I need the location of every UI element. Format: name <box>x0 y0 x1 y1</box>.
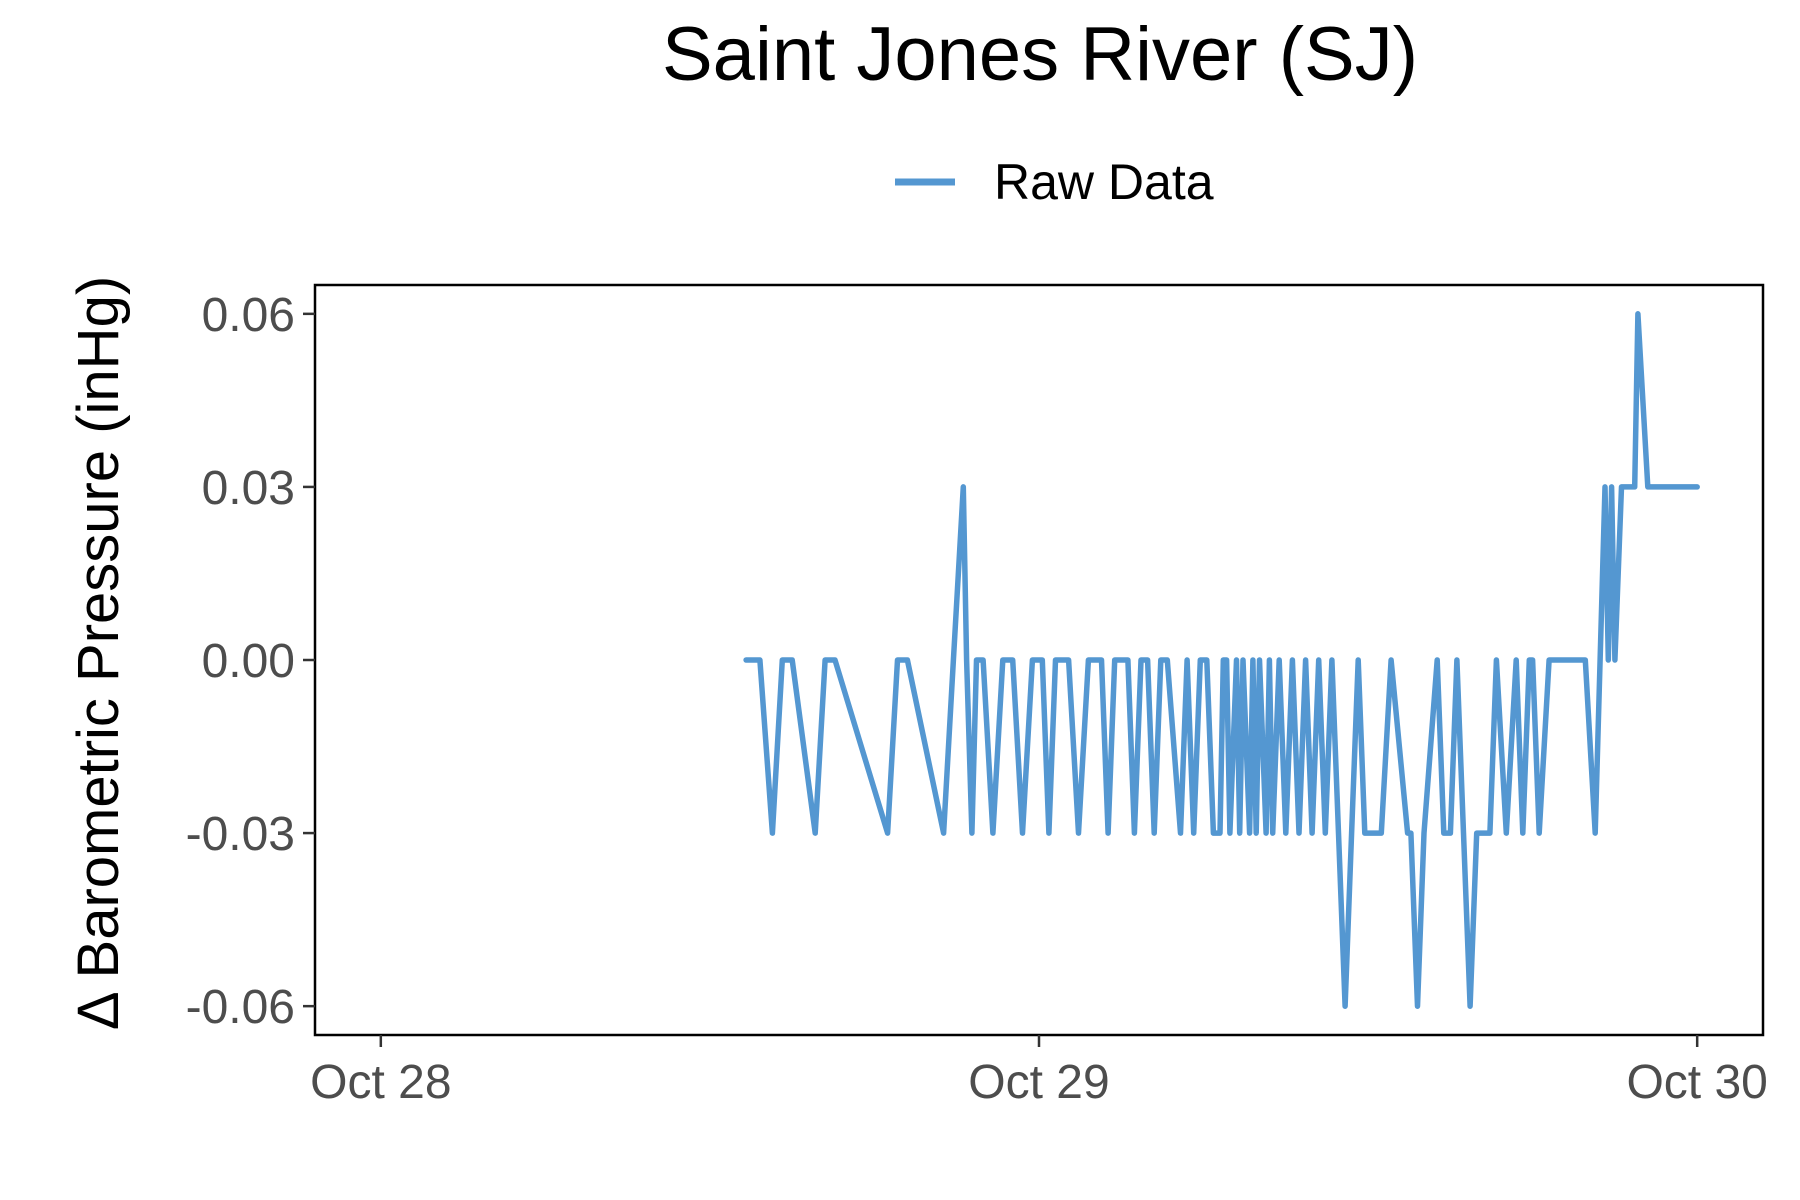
y-axis: 0.06 0.03 0.00 -0.03 -0.06 <box>186 289 315 1034</box>
y-tick-label: 0.03 <box>202 462 295 515</box>
x-tick-label: Oct 28 <box>310 1056 451 1109</box>
legend: Raw Data <box>895 154 1214 210</box>
y-tick-label: -0.06 <box>186 981 295 1034</box>
y-axis-label: Δ Barometric Pressure (inHg) <box>66 276 131 1030</box>
chart-title: Saint Jones River (SJ) <box>662 12 1418 97</box>
series-layer <box>743 311 1700 1009</box>
y-tick-label: -0.03 <box>186 808 295 861</box>
y-tick-label: 0.00 <box>202 635 295 688</box>
x-tick-label: Oct 29 <box>968 1056 1109 1109</box>
legend-label-raw-data: Raw Data <box>994 154 1214 210</box>
x-axis: Oct 28 Oct 29 Oct 30 <box>310 1035 1768 1109</box>
y-tick-label: 0.06 <box>202 289 295 342</box>
x-tick-label: Oct 30 <box>1626 1056 1767 1109</box>
series-line-raw-data <box>743 311 1700 1009</box>
